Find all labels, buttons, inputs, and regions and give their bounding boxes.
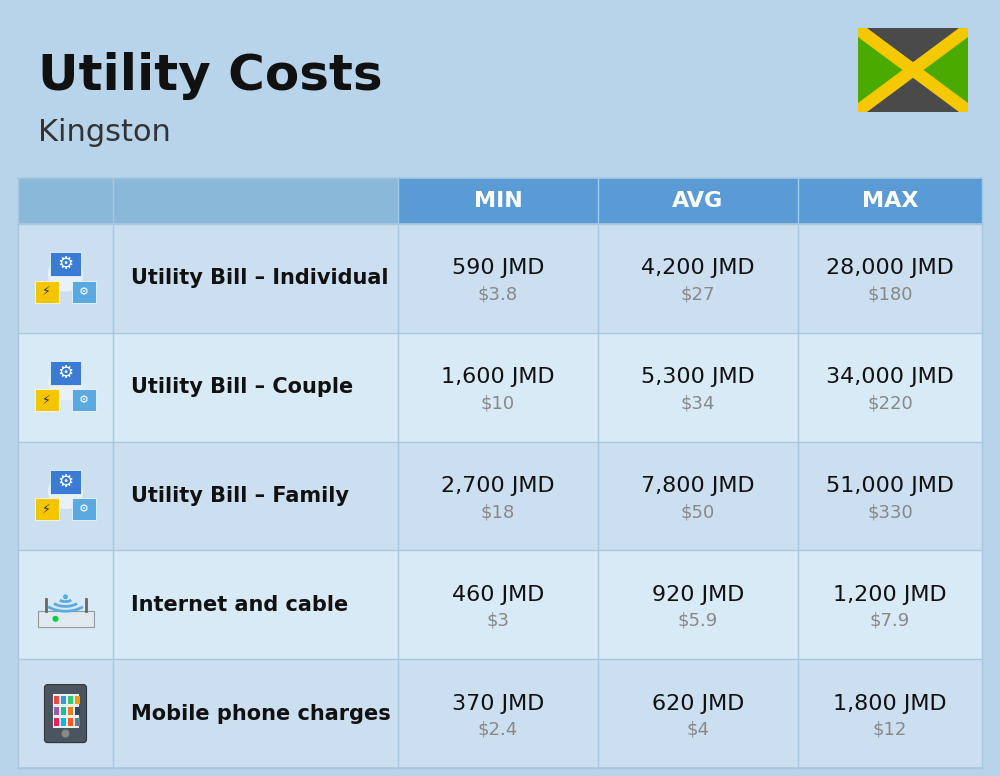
Bar (74, 707, 80, 715)
Bar (60, 718, 66, 726)
Text: 5,300 JMD: 5,300 JMD (641, 367, 755, 387)
Text: $180: $180 (867, 286, 913, 303)
Text: 7,800 JMD: 7,800 JMD (641, 476, 755, 496)
Bar (50, 252, 81, 276)
Bar (18, 550, 982, 659)
Text: 28,000 JMD: 28,000 JMD (826, 258, 954, 279)
Bar (54, 718, 58, 726)
Text: $34: $34 (681, 394, 715, 412)
Bar (74, 695, 80, 704)
Bar (50, 361, 81, 385)
Bar (50, 469, 81, 494)
Circle shape (48, 256, 83, 292)
Text: Mobile phone charges: Mobile phone charges (131, 704, 391, 723)
Bar (74, 718, 80, 726)
Text: Internet and cable: Internet and cable (131, 594, 348, 615)
Bar (35, 281, 59, 303)
Bar (68, 707, 72, 715)
Text: $220: $220 (867, 394, 913, 412)
Text: MIN: MIN (474, 191, 522, 211)
Bar (598, 178, 798, 224)
Polygon shape (913, 28, 968, 112)
Text: $330: $330 (867, 503, 913, 521)
Bar (60, 695, 66, 704)
Text: ⚙: ⚙ (57, 473, 74, 490)
Text: $2.4: $2.4 (478, 721, 518, 739)
Text: ⚙: ⚙ (57, 255, 74, 273)
Bar (35, 390, 59, 411)
Text: Utility Bill – Individual: Utility Bill – Individual (131, 268, 388, 289)
Text: 2,700 JMD: 2,700 JMD (441, 476, 555, 496)
Bar (54, 707, 58, 715)
Text: Kingston: Kingston (38, 118, 171, 147)
Text: $3.8: $3.8 (478, 286, 518, 303)
Text: $50: $50 (681, 503, 715, 521)
Bar (35, 498, 59, 520)
Text: ⚙: ⚙ (79, 396, 89, 405)
Text: ⚡: ⚡ (42, 285, 51, 298)
Text: Utility Costs: Utility Costs (38, 52, 383, 100)
Bar (68, 695, 72, 704)
Text: $4: $4 (686, 721, 710, 739)
FancyBboxPatch shape (44, 684, 87, 743)
Text: ⚙: ⚙ (79, 504, 89, 514)
Bar (60, 707, 66, 715)
Text: $7.9: $7.9 (870, 611, 910, 630)
Text: 51,000 JMD: 51,000 JMD (826, 476, 954, 496)
Text: ⚙: ⚙ (57, 364, 74, 382)
Text: 1,800 JMD: 1,800 JMD (833, 694, 947, 714)
Text: Utility Bill – Family: Utility Bill – Family (131, 486, 349, 506)
Text: $12: $12 (873, 721, 907, 739)
Bar (18, 178, 398, 224)
Text: 1,600 JMD: 1,600 JMD (441, 367, 555, 387)
Text: $27: $27 (681, 286, 715, 303)
Bar (68, 718, 72, 726)
Text: ⚡: ⚡ (42, 394, 51, 407)
Text: $3: $3 (486, 611, 510, 630)
Text: $18: $18 (481, 503, 515, 521)
Text: ⚙: ⚙ (79, 286, 89, 296)
Polygon shape (858, 28, 968, 112)
Circle shape (63, 594, 68, 599)
Text: 34,000 JMD: 34,000 JMD (826, 367, 954, 387)
Text: $5.9: $5.9 (678, 611, 718, 630)
Bar (18, 333, 982, 442)
Bar (858, 28, 968, 112)
Circle shape (52, 616, 58, 622)
Bar (72, 390, 96, 411)
Polygon shape (858, 28, 913, 112)
Bar (38, 611, 94, 627)
Circle shape (62, 729, 70, 738)
Text: ⚡: ⚡ (42, 503, 51, 516)
Bar (72, 281, 96, 303)
Bar (18, 659, 982, 768)
Circle shape (48, 474, 83, 509)
Bar (18, 442, 982, 550)
Text: MAX: MAX (862, 191, 918, 211)
Bar (72, 498, 96, 520)
Text: 370 JMD: 370 JMD (452, 694, 544, 714)
Bar (54, 695, 58, 704)
Text: Utility Bill – Couple: Utility Bill – Couple (131, 377, 353, 397)
Bar (798, 178, 982, 224)
Bar (398, 178, 598, 224)
Text: 920 JMD: 920 JMD (652, 585, 744, 605)
Polygon shape (858, 28, 968, 112)
Text: 590 JMD: 590 JMD (452, 258, 544, 279)
Text: AVG: AVG (672, 191, 724, 211)
Text: 460 JMD: 460 JMD (452, 585, 544, 605)
Bar (18, 178, 982, 768)
Bar (18, 224, 982, 333)
Text: 1,200 JMD: 1,200 JMD (833, 585, 947, 605)
Circle shape (48, 365, 83, 400)
Text: $10: $10 (481, 394, 515, 412)
Text: 620 JMD: 620 JMD (652, 694, 744, 714)
Bar (52, 694, 78, 728)
Text: 4,200 JMD: 4,200 JMD (641, 258, 755, 279)
